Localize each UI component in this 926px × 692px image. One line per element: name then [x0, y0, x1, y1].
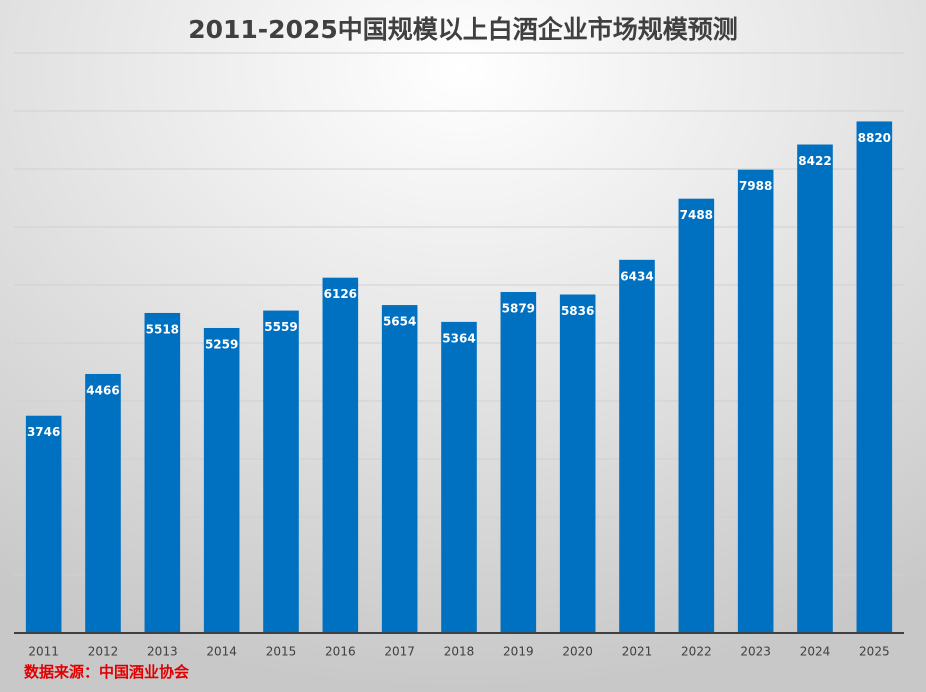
value-label: 5836 [561, 304, 594, 318]
value-label: 5259 [205, 337, 238, 351]
x-tick-label: 2018 [444, 645, 475, 659]
x-tick-label: 2021 [622, 645, 653, 659]
bar [500, 292, 537, 633]
x-tick-label: 2023 [740, 645, 771, 659]
value-label: 3746 [27, 425, 60, 439]
bar [144, 312, 181, 633]
value-label: 5879 [502, 302, 535, 316]
value-label: 5364 [442, 331, 475, 345]
bar [737, 169, 774, 634]
value-label: 5654 [383, 315, 416, 329]
value-label: 8820 [858, 131, 891, 145]
value-label: 6434 [620, 269, 653, 283]
x-tick-label: 2015 [266, 645, 297, 659]
bar [797, 144, 833, 634]
bar [322, 277, 359, 633]
bar [441, 321, 477, 633]
bar [263, 310, 299, 633]
bar [559, 294, 596, 633]
x-tick-label: 2022 [681, 645, 712, 659]
bar [619, 259, 655, 633]
value-label: 7488 [680, 208, 713, 222]
x-tick-label: 2013 [147, 645, 178, 659]
bar [381, 305, 418, 633]
bar [203, 327, 240, 633]
source-note: 数据来源：中国酒业协会 [24, 663, 189, 681]
bar [856, 121, 893, 633]
x-tick-label: 2024 [800, 645, 831, 659]
value-label: 5518 [146, 322, 179, 336]
x-tick-label: 2014 [206, 645, 237, 659]
x-tick-label: 2016 [325, 645, 356, 659]
value-label: 7988 [739, 179, 772, 193]
x-tick-label: 2012 [88, 645, 119, 659]
bar [85, 373, 121, 633]
x-tick-label: 2025 [859, 645, 890, 659]
x-tick-label: 2019 [503, 645, 534, 659]
chart-title: 2011-2025中国规模以上白酒企业市场规模预测 [188, 15, 738, 44]
value-label: 4466 [86, 383, 119, 397]
x-tick-label: 2011 [28, 645, 59, 659]
x-tick-label: 2017 [384, 645, 415, 659]
x-tick-label: 2020 [562, 645, 593, 659]
value-label: 8422 [798, 154, 831, 168]
bar [25, 415, 62, 633]
value-label: 5559 [264, 320, 297, 334]
value-label: 6126 [324, 287, 357, 301]
bar [678, 198, 715, 634]
